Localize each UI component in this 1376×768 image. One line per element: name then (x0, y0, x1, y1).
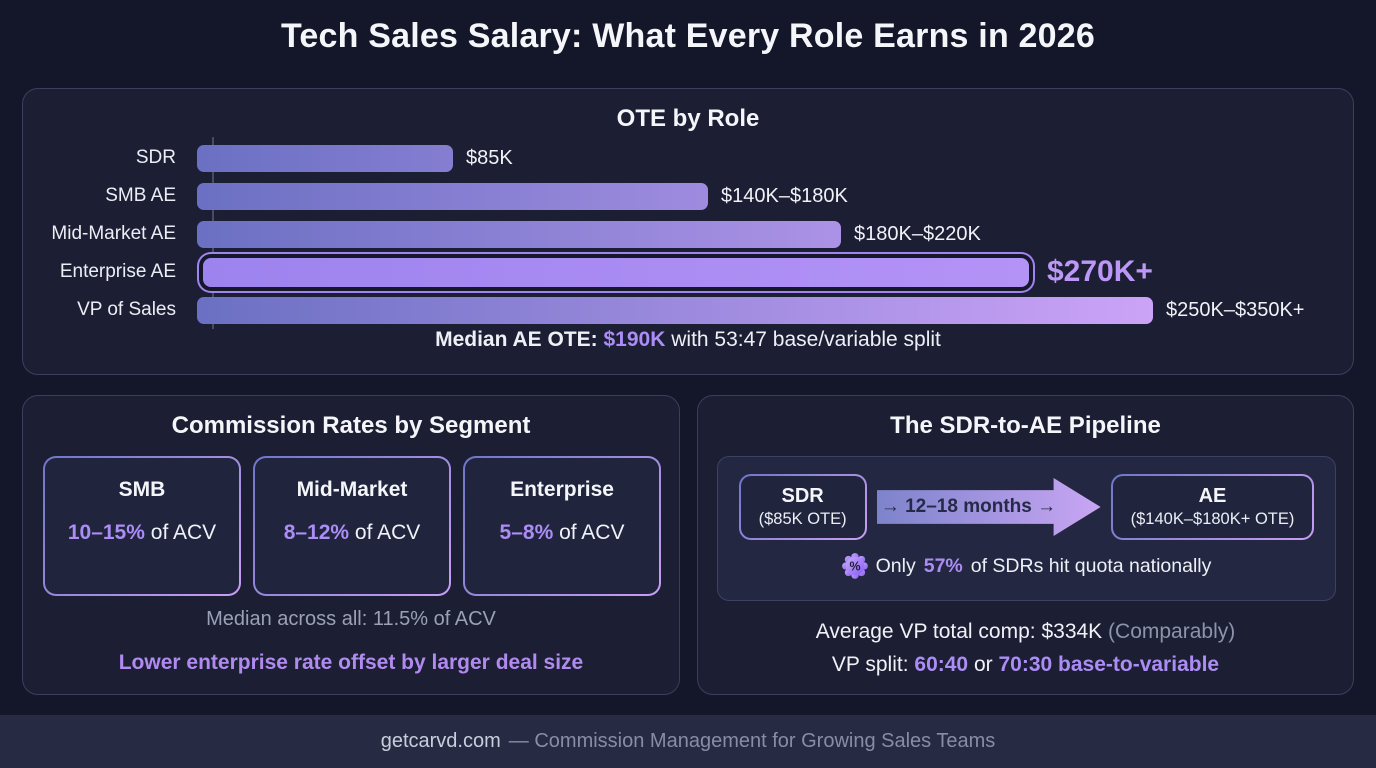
svg-text:%: % (849, 560, 860, 574)
ae-role-ote: ($140K–$180K+ OTE) (1130, 510, 1295, 528)
pipeline-panel: The SDR-to-AE Pipeline SDR ($85K OTE) → … (697, 395, 1354, 695)
ote-bar-value: $270K+ (1047, 255, 1153, 288)
footer-brand: getcarvd.com (380, 730, 501, 752)
segment-rate: 8–12% of ACV (283, 521, 421, 544)
ote-bar-value: $180K–$220K (854, 222, 981, 245)
ote-bar-label: Mid-Market AE (51, 223, 176, 244)
sdr-role-box: SDR ($85K OTE) (739, 474, 867, 540)
ote-footnote-highlight: $190K (603, 328, 666, 351)
ote-bar-track: $180K–$220K (195, 220, 1353, 248)
segment-rate: 10–15% of ACV (67, 521, 217, 544)
quota-highlight: 57% (923, 554, 963, 577)
segment-card-enterprise: Enterprise 5–8% of ACV (463, 456, 661, 596)
ote-bar-label: VP of Sales (77, 299, 176, 320)
ote-bar (197, 144, 453, 172)
ote-panel-title: OTE by Role (616, 105, 760, 132)
segment-name: SMB (118, 478, 166, 501)
pipeline-arrow-label: → 12–18 months → (880, 496, 1057, 517)
vp-split-line: VP split: 60:40 or 70:30 base-to-variabl… (698, 653, 1353, 677)
vp-split-prefix: VP split: (831, 653, 909, 676)
sdr-role-name: SDR (781, 485, 824, 507)
ote-bar (197, 220, 841, 248)
ote-bar-row: VP of Sales $250K–$350K+ (23, 291, 1353, 329)
commission-insight: Lower enterprise rate offset by larger d… (118, 651, 584, 674)
vp-split-option-b: 70:30 base-to-variable (998, 653, 1220, 676)
segment-name: Mid-Market (296, 478, 408, 501)
ae-role-name: AE (1198, 485, 1227, 507)
ote-bar-track: $270K+ (195, 255, 1353, 289)
pipeline-flow: SDR ($85K OTE) → 12–18 months → AE ($140… (739, 474, 1315, 540)
ote-bar-chart: SDR $85K SMB AE $140K–$180K Mid-Market AE $18… (23, 139, 1353, 329)
ote-bar-label: SDR (135, 147, 176, 168)
ote-bar-value: $140K–$180K (721, 184, 848, 207)
ote-bar (197, 182, 708, 210)
vp-split-option-a: 60:40 (914, 653, 969, 676)
ote-bar (197, 296, 1153, 324)
ote-bar-track: $85K (195, 144, 1353, 172)
vp-comp-source: (Comparably) (1108, 620, 1236, 643)
ote-bar-row: Mid-Market AE $180K–$220K (23, 215, 1353, 253)
vp-comp-text: Average VP total comp: $334K (815, 620, 1103, 643)
ote-footnote: Median AE OTE: $190K with 53:47 base/var… (23, 328, 1353, 352)
commission-panel-title: Commission Rates by Segment (171, 412, 531, 439)
ote-bar-track: $140K–$180K (195, 182, 1353, 210)
ote-bar-row: Enterprise AE $270K+ (23, 253, 1353, 291)
pipeline-inner-box: SDR ($85K OTE) → 12–18 months → AE ($140… (717, 456, 1336, 601)
segment-rate: 5–8% of ACV (499, 521, 625, 544)
ote-bar-track: $250K–$350K+ (195, 296, 1353, 324)
ote-bar-label: SMB AE (105, 185, 176, 206)
quota-prefix: Only (875, 554, 916, 577)
ae-role-box: AE ($140K–$180K+ OTE) (1111, 474, 1315, 540)
segment-cards: SMB 10–15% of ACV Mid-Market 8–12% of AC… (43, 456, 661, 596)
segment-card-mid-market: Mid-Market 8–12% of ACV (253, 456, 451, 596)
commission-median-note: Median across all: 11.5% of ACV (206, 608, 496, 630)
segment-name: Enterprise (510, 478, 614, 501)
quota-suffix: of SDRs hit quota nationally (970, 554, 1212, 577)
segment-card-smb: SMB 10–15% of ACV (43, 456, 241, 596)
footer-bar: getcarvd.com — Commission Management for… (0, 715, 1376, 768)
footer-tagline: — Commission Management for Growing Sale… (508, 730, 996, 752)
vp-comp-line: Average VP total comp: $334K (Comparably… (698, 620, 1353, 644)
ote-panel: OTE by Role SDR $85K SMB AE $140K–$180K Mid-… (22, 88, 1354, 375)
ote-bar-label: Enterprise AE (59, 261, 176, 282)
vp-split-conjunction: or (973, 653, 993, 676)
ote-bar-row: SMB AE $140K–$180K (23, 177, 1353, 215)
ote-footnote-suffix: with 53:47 base/variable split (671, 328, 941, 351)
quota-stat: % Only 57% of SDRs hit quota nationally (841, 553, 1212, 579)
ote-bar-row: SDR $85K (23, 139, 1353, 177)
sdr-role-ote: ($85K OTE) (758, 510, 847, 528)
ote-footnote-prefix: Median AE OTE: (435, 328, 598, 351)
ote-bar-value: $250K–$350K+ (1166, 298, 1305, 321)
ote-bar-value: $85K (466, 146, 513, 169)
percent-badge-icon: % (841, 553, 868, 579)
commission-panel: Commission Rates by Segment SMB 10–15% o… (22, 395, 680, 695)
ote-bar (203, 257, 1029, 287)
pipeline-panel-title: The SDR-to-AE Pipeline (890, 412, 1161, 439)
page-title: Tech Sales Salary: What Every Role Earns… (280, 17, 1095, 55)
pipeline-arrow: → 12–18 months → (876, 478, 1101, 536)
